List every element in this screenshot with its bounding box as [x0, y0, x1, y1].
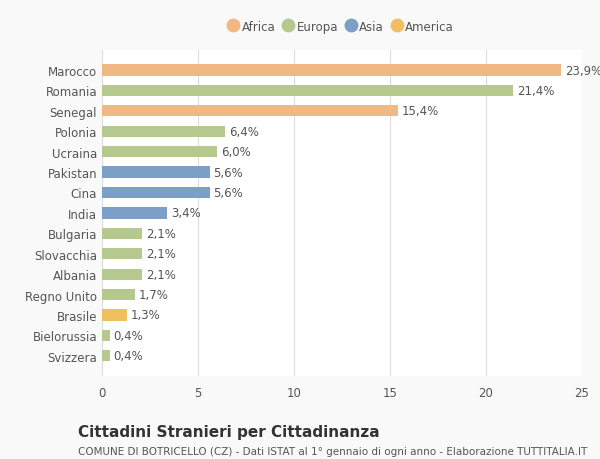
- Text: 5,6%: 5,6%: [214, 187, 243, 200]
- Bar: [102, 289, 134, 301]
- Bar: [102, 86, 513, 97]
- Text: 6,4%: 6,4%: [229, 125, 259, 139]
- Text: 15,4%: 15,4%: [401, 105, 439, 118]
- Text: 0,4%: 0,4%: [113, 349, 143, 363]
- Text: 1,7%: 1,7%: [139, 288, 169, 302]
- Bar: [102, 249, 142, 260]
- Bar: [102, 228, 142, 240]
- Bar: [102, 350, 110, 362]
- Text: 6,0%: 6,0%: [221, 146, 251, 159]
- Text: 0,4%: 0,4%: [113, 329, 143, 342]
- Bar: [102, 126, 225, 138]
- Text: 21,4%: 21,4%: [517, 85, 554, 98]
- Text: 2,1%: 2,1%: [146, 248, 176, 261]
- Bar: [102, 65, 561, 77]
- Text: Cittadini Stranieri per Cittadinanza: Cittadini Stranieri per Cittadinanza: [78, 425, 380, 440]
- Text: COMUNE DI BOTRICELLO (CZ) - Dati ISTAT al 1° gennaio di ogni anno - Elaborazione: COMUNE DI BOTRICELLO (CZ) - Dati ISTAT a…: [78, 446, 587, 456]
- Bar: [102, 330, 110, 341]
- Bar: [102, 106, 398, 117]
- Text: 23,9%: 23,9%: [565, 64, 600, 78]
- Bar: [102, 208, 167, 219]
- Legend: Africa, Europa, Asia, America: Africa, Europa, Asia, America: [226, 17, 458, 37]
- Bar: [102, 147, 217, 158]
- Text: 2,1%: 2,1%: [146, 227, 176, 240]
- Bar: [102, 167, 209, 178]
- Text: 1,3%: 1,3%: [131, 309, 161, 322]
- Text: 3,4%: 3,4%: [171, 207, 201, 220]
- Bar: [102, 310, 127, 321]
- Bar: [102, 187, 209, 199]
- Text: 5,6%: 5,6%: [214, 166, 243, 179]
- Bar: [102, 269, 142, 280]
- Text: 2,1%: 2,1%: [146, 268, 176, 281]
